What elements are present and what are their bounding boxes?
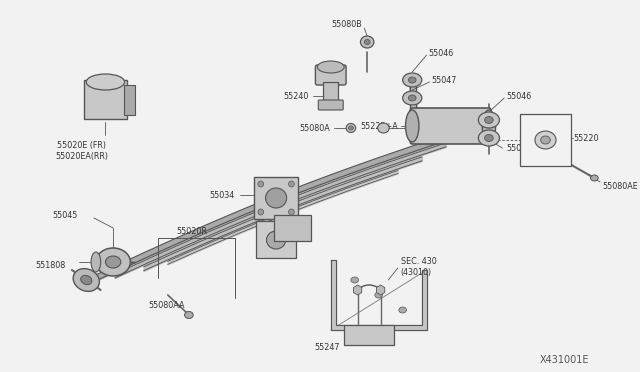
Polygon shape <box>331 260 427 330</box>
FancyBboxPatch shape <box>410 108 491 144</box>
FancyBboxPatch shape <box>520 114 572 166</box>
Text: 55220: 55220 <box>573 134 599 142</box>
Ellipse shape <box>399 307 406 313</box>
Ellipse shape <box>266 188 287 208</box>
Ellipse shape <box>91 252 100 272</box>
FancyBboxPatch shape <box>323 82 339 104</box>
Ellipse shape <box>535 131 556 149</box>
Ellipse shape <box>81 275 92 285</box>
FancyBboxPatch shape <box>316 65 346 85</box>
Ellipse shape <box>591 175 598 181</box>
Text: 55045: 55045 <box>52 211 78 219</box>
FancyBboxPatch shape <box>84 80 127 119</box>
Text: 55020R: 55020R <box>176 227 207 235</box>
Text: 55030B: 55030B <box>406 124 437 132</box>
Text: SEC. 430: SEC. 430 <box>401 257 436 266</box>
Ellipse shape <box>346 124 356 132</box>
Ellipse shape <box>406 110 419 142</box>
Ellipse shape <box>403 91 422 105</box>
Ellipse shape <box>541 136 550 144</box>
Ellipse shape <box>73 269 99 291</box>
Ellipse shape <box>258 181 264 187</box>
Ellipse shape <box>484 116 493 124</box>
Text: (43010): (43010) <box>401 269 432 278</box>
Text: 55240: 55240 <box>284 92 308 100</box>
Ellipse shape <box>364 39 370 45</box>
Text: 55046: 55046 <box>506 92 531 100</box>
Ellipse shape <box>289 209 294 215</box>
Ellipse shape <box>348 126 353 130</box>
Text: 55080A: 55080A <box>299 124 330 132</box>
Ellipse shape <box>317 61 344 73</box>
FancyBboxPatch shape <box>318 100 343 110</box>
Text: 551808: 551808 <box>35 260 65 269</box>
Text: 55047: 55047 <box>506 144 532 153</box>
Ellipse shape <box>482 110 495 142</box>
FancyBboxPatch shape <box>344 325 394 345</box>
Ellipse shape <box>478 130 499 146</box>
Text: 55047: 55047 <box>431 76 457 84</box>
Ellipse shape <box>403 73 422 87</box>
Ellipse shape <box>360 36 374 48</box>
Ellipse shape <box>351 277 358 283</box>
Ellipse shape <box>106 256 121 268</box>
Ellipse shape <box>408 95 416 101</box>
FancyBboxPatch shape <box>256 221 296 258</box>
Ellipse shape <box>478 112 499 128</box>
Ellipse shape <box>86 74 125 90</box>
Ellipse shape <box>184 311 193 318</box>
Ellipse shape <box>289 181 294 187</box>
Ellipse shape <box>378 123 389 133</box>
FancyBboxPatch shape <box>124 85 135 115</box>
Ellipse shape <box>258 209 264 215</box>
Text: 55080AA: 55080AA <box>148 301 185 310</box>
Text: 55222+A: 55222+A <box>360 122 398 131</box>
Text: 55046: 55046 <box>429 48 454 58</box>
Ellipse shape <box>408 77 416 83</box>
Text: X431001E: X431001E <box>540 355 589 365</box>
Text: 55020E (FR): 55020E (FR) <box>57 141 106 150</box>
Text: 55034: 55034 <box>210 190 235 199</box>
FancyBboxPatch shape <box>254 177 298 219</box>
FancyBboxPatch shape <box>274 215 310 241</box>
Ellipse shape <box>266 231 285 249</box>
Ellipse shape <box>96 248 131 276</box>
Text: 55080AE: 55080AE <box>602 182 638 190</box>
Text: 55020EA(RR): 55020EA(RR) <box>55 151 108 160</box>
Ellipse shape <box>484 135 493 141</box>
Ellipse shape <box>375 292 383 298</box>
Text: 55080B: 55080B <box>332 19 362 29</box>
Text: 55247: 55247 <box>315 343 340 353</box>
